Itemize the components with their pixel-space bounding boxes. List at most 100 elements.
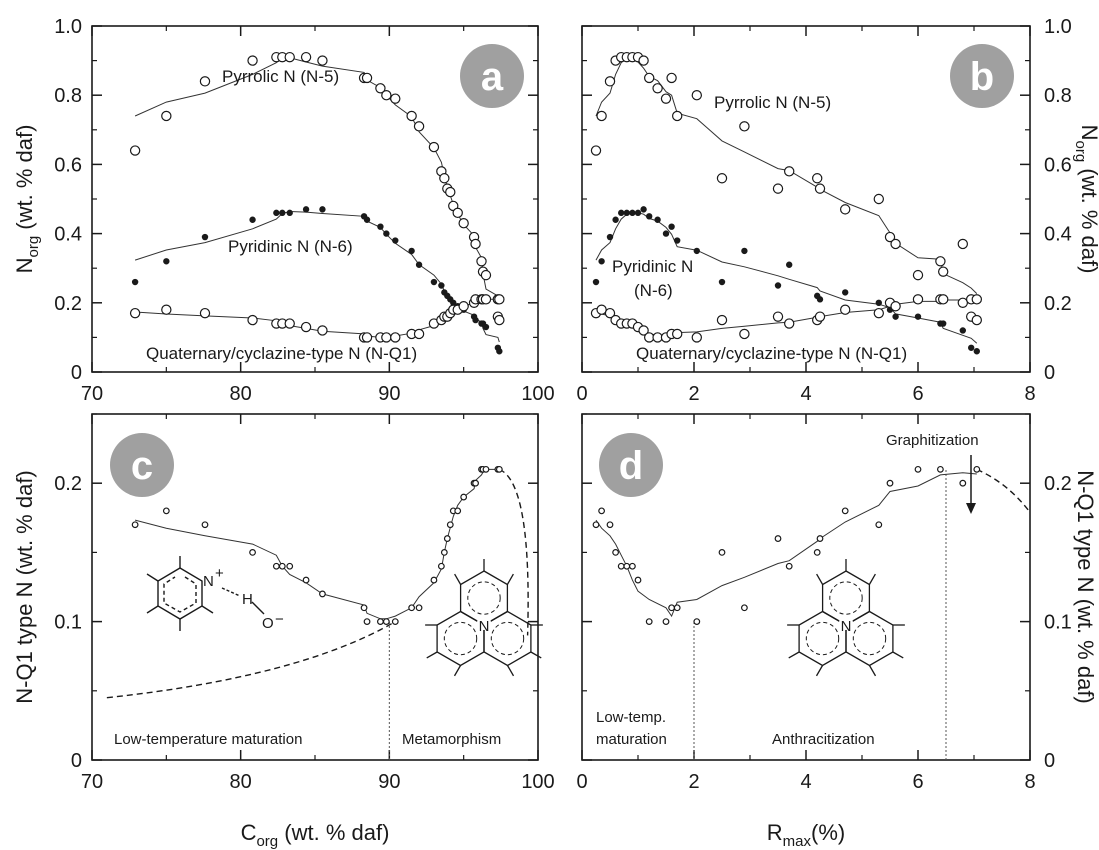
- data-point-a: [284, 318, 295, 329]
- annotation-a-pyrrolic: Pyrrolic N (N-5): [222, 67, 339, 86]
- data-point-b: [623, 209, 631, 217]
- data-point-b: [814, 311, 826, 322]
- fit-curve-d-0: [595, 472, 977, 618]
- data-point-b: [662, 230, 670, 237]
- annotation-b-quaternary: Quaternary/cyclazine-type N (N-Q1): [636, 344, 907, 363]
- data-point-a: [392, 237, 399, 244]
- data-point-a: [458, 218, 469, 229]
- data-point-c: [249, 549, 256, 556]
- annotation-c-low-temp: Low-temperature maturation: [114, 731, 302, 748]
- data-point-d: [612, 549, 619, 556]
- data-point-a: [390, 93, 401, 104]
- x-axis-label-c: Corg (wt. % daf): [241, 820, 390, 850]
- data-point-b: [716, 314, 728, 326]
- data-point-d: [617, 562, 625, 570]
- data-point-a: [129, 145, 141, 156]
- data-point-d: [693, 618, 701, 625]
- data-point-b: [672, 328, 683, 340]
- dashed-trend-high-c: [499, 468, 529, 636]
- data-point-b: [971, 294, 983, 305]
- data-point-c: [272, 562, 280, 570]
- y-tick-label-a: 1.0: [54, 16, 82, 38]
- data-point-a: [381, 332, 392, 343]
- y-tick-label-c: 0: [71, 750, 82, 772]
- data-point-d: [959, 479, 967, 487]
- data-point-b: [938, 294, 949, 305]
- data-point-a: [131, 278, 139, 286]
- x-tick-label-d: 6: [912, 771, 923, 793]
- data-point-b: [873, 193, 885, 205]
- y-tick-label-b: 0.2: [1044, 293, 1072, 315]
- data-point-a: [377, 223, 384, 230]
- x-tick-label-c: 100: [521, 771, 554, 793]
- data-point-b: [812, 173, 823, 184]
- data-point-b: [606, 233, 614, 241]
- data-point-a: [317, 325, 328, 336]
- data-point-c: [472, 479, 479, 487]
- data-point-a: [361, 72, 373, 84]
- svg-text:a: a: [481, 55, 504, 99]
- data-point-c: [302, 576, 310, 584]
- data-point-a: [163, 258, 170, 265]
- annotation-b-pyridinic: Pyridinic N: [612, 257, 693, 276]
- data-point-a: [472, 316, 479, 324]
- data-point-b: [938, 266, 949, 277]
- data-point-a: [247, 55, 258, 66]
- data-point-b: [772, 311, 784, 322]
- data-point-a: [452, 207, 463, 219]
- data-point-d: [937, 465, 944, 473]
- data-point-d: [886, 479, 894, 487]
- data-point-b: [968, 344, 975, 351]
- data-point-b: [816, 296, 824, 303]
- data-point-c: [440, 549, 448, 556]
- y-tick-label-a: 0.4: [54, 224, 82, 246]
- cyclazine-structure-icon-c: [425, 559, 543, 677]
- data-point-b: [840, 204, 851, 215]
- data-point-c: [454, 507, 462, 515]
- data-point-a: [494, 314, 505, 326]
- data-point-a: [480, 294, 492, 305]
- annotation-d-graphitization: Graphitization: [886, 432, 979, 449]
- y-tick-label-d: 0.1: [1044, 612, 1072, 634]
- data-point-b: [957, 238, 969, 250]
- data-point-a: [476, 256, 487, 267]
- data-point-a: [375, 83, 386, 94]
- data-point-c: [360, 604, 368, 612]
- x-tick-label-d: 4: [800, 771, 811, 793]
- y-tick-label-b: 0: [1044, 362, 1055, 384]
- annotation-a-quaternary: Quaternary/cyclazine-type N (N-Q1): [146, 344, 417, 363]
- data-point-a: [438, 282, 445, 289]
- data-point-a: [361, 332, 373, 343]
- x-tick-label-a: 100: [521, 383, 554, 405]
- data-point-c: [286, 562, 294, 570]
- data-point-d: [774, 535, 782, 542]
- data-point-a: [199, 307, 211, 319]
- y-tick-label-c: 0.1: [54, 612, 82, 634]
- y-axis-label-b: Norg (wt. % daf): [1072, 125, 1099, 274]
- data-point-c: [319, 590, 326, 598]
- data-point-d: [668, 604, 675, 612]
- fit-curve-c-0: [134, 468, 500, 620]
- data-point-a: [445, 186, 456, 198]
- x-tick-label-b: 4: [800, 383, 811, 405]
- data-point-a: [300, 51, 312, 63]
- annotation-b-pyrrolic: Pyrrolic N (N-5): [714, 93, 831, 112]
- data-point-b: [666, 72, 677, 84]
- x-tick-label-d: 8: [1024, 771, 1035, 793]
- data-point-d: [629, 562, 636, 570]
- data-point-b: [884, 231, 896, 243]
- y-tick-label-a: 0: [71, 362, 82, 384]
- data-point-d: [718, 549, 726, 556]
- data-point-b: [772, 183, 784, 194]
- data-point-b: [739, 121, 750, 132]
- data-point-b: [646, 213, 653, 220]
- y-axis-label-c: N-Q1 type N (wt. % daf): [12, 470, 37, 704]
- data-point-a: [284, 51, 295, 63]
- y-tick-label-a: 0.6: [54, 154, 82, 176]
- data-point-b: [668, 223, 675, 230]
- y-axis-label-d: N-Q1 type N (wt. % daf): [1073, 470, 1098, 704]
- graphitization-arrow: [966, 455, 976, 514]
- x-tick-label-c: 90: [378, 771, 400, 793]
- x-tick-label-d: 2: [688, 771, 699, 793]
- y-tick-label-c: 0.2: [54, 473, 82, 495]
